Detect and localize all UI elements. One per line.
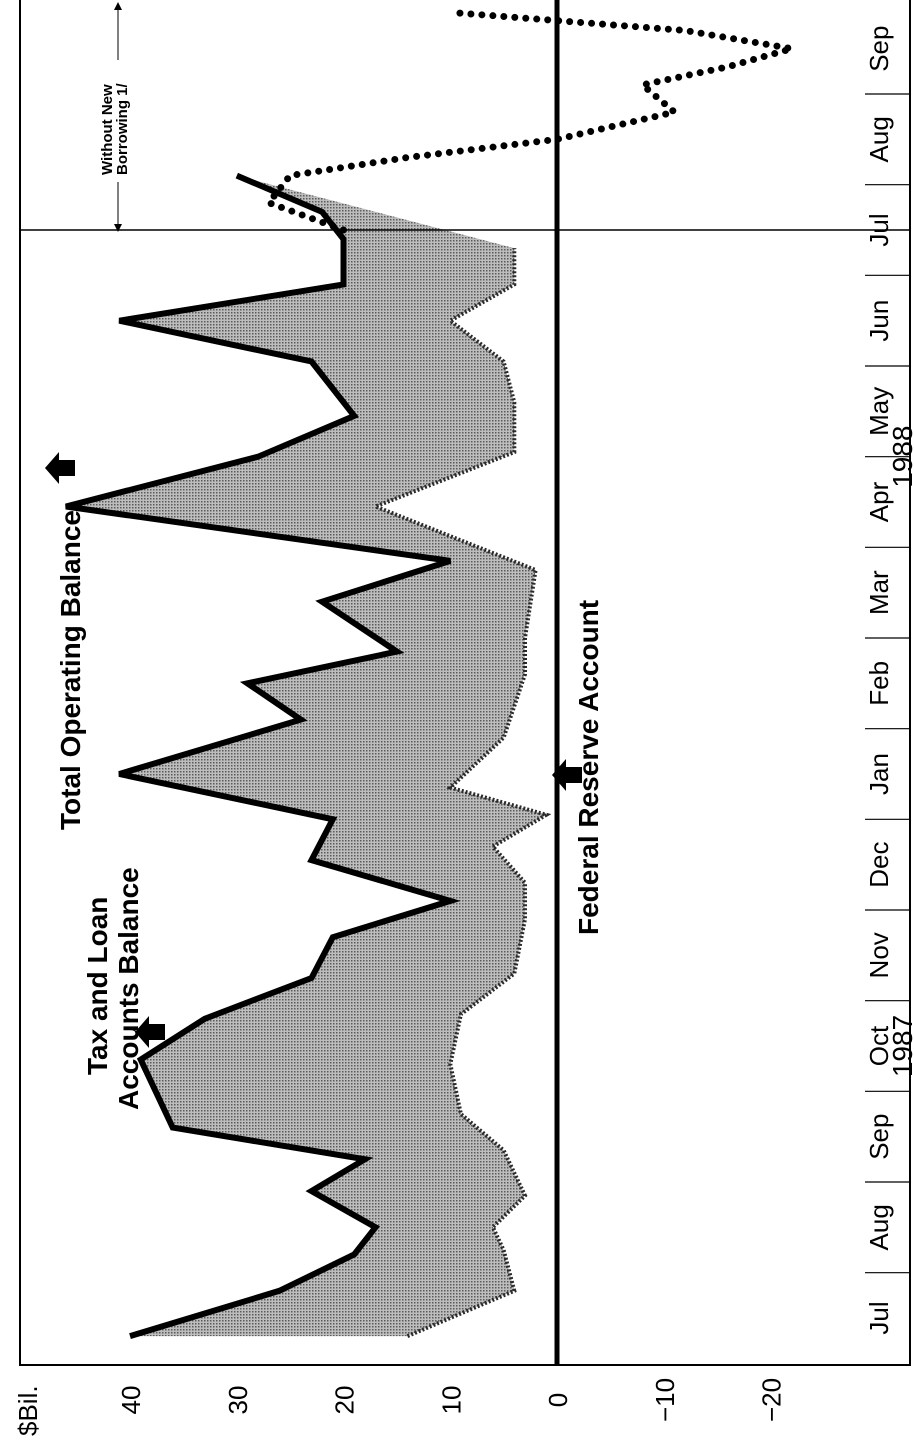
shaded-area-layer bbox=[65, 175, 547, 1337]
month-label: Aug bbox=[864, 116, 894, 162]
month-label: Dec bbox=[864, 842, 894, 888]
without-borrowing-bracket-arrow-top bbox=[114, 2, 122, 10]
series-layer bbox=[65, 8, 793, 1339]
y-tick-label: 20 bbox=[330, 1386, 360, 1415]
plot-frame bbox=[19, 0, 911, 1366]
month-label: Jul bbox=[864, 213, 894, 246]
y-tick-label: 40 bbox=[116, 1386, 146, 1415]
series-total-operating-balance bbox=[65, 172, 461, 1339]
annotation-total-operating: Total Operating Balance bbox=[55, 510, 86, 830]
month-label: Jan bbox=[864, 753, 894, 795]
month-label: May bbox=[864, 387, 894, 436]
series-without-new-borrowing bbox=[263, 8, 793, 234]
y-tick-label: 10 bbox=[436, 1386, 466, 1415]
year-label: 1987 bbox=[887, 1015, 914, 1077]
annotation-without-borrowing-line2: Borrowing 1/ bbox=[114, 82, 131, 175]
series-federal-reserve-account bbox=[370, 248, 552, 1338]
month-label: Oct bbox=[864, 1025, 894, 1066]
arrow-federal-reserve bbox=[552, 759, 582, 791]
month-label: Aug bbox=[864, 1204, 894, 1250]
annotation-tax-loan-line2: Accounts Balance bbox=[113, 867, 144, 1110]
y-tick-label: 30 bbox=[223, 1386, 253, 1415]
month-label: Nov bbox=[864, 932, 894, 978]
arrow-layer bbox=[45, 452, 582, 1048]
month-label: Jun bbox=[864, 300, 894, 342]
without-borrowing-bracket-arrow-bottom bbox=[114, 224, 122, 232]
annotation-without-borrowing-line1: Without New bbox=[99, 84, 116, 175]
y-axis-title: $Bil. bbox=[13, 1385, 43, 1436]
month-label: Sep bbox=[864, 26, 894, 72]
y-axis-labels: 40 30 20 10 0 −10 −20 bbox=[116, 1378, 787, 1422]
annotation-tax-loan-line1: Tax and Loan bbox=[82, 897, 113, 1075]
month-label: Jul bbox=[864, 1301, 894, 1334]
plot-area bbox=[19, 0, 911, 1366]
y-tick-label: −20 bbox=[757, 1378, 787, 1422]
y-tick-label: 0 bbox=[543, 1393, 573, 1407]
arrow-tax-loan bbox=[135, 1016, 165, 1048]
tick-layer bbox=[865, 93, 910, 1274]
y-tick-label: −10 bbox=[650, 1378, 680, 1422]
month-label: Sep bbox=[864, 1114, 894, 1160]
annotation-federal-reserve: Federal Reserve Account bbox=[573, 600, 604, 935]
month-label: Mar bbox=[864, 570, 894, 615]
x-axis-labels: Jul Aug Sep Oct Nov Dec Jan Feb Mar Apr May Jun Jul A… bbox=[864, 26, 914, 1335]
year-label: 1988 bbox=[887, 426, 914, 488]
month-label: Apr bbox=[864, 481, 894, 522]
arrow-total-operating bbox=[45, 452, 75, 484]
month-label: Feb bbox=[864, 661, 894, 706]
shaded-band bbox=[65, 175, 547, 1337]
